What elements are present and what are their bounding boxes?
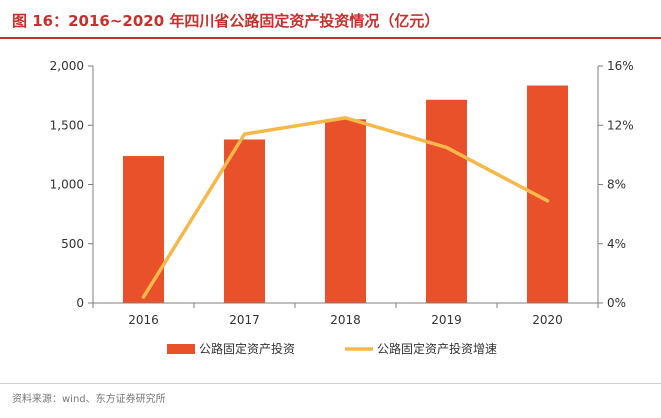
title-bar: 图 16：2016~2020 年四川省公路固定资产投资情况（亿元） <box>0 0 661 39</box>
growth-point-2017 <box>244 133 245 135</box>
y-right-tick-label: 0% <box>607 296 626 310</box>
y-left-tick-label: 1,000 <box>50 178 84 192</box>
legend-bar-label: 公路固定资产投资 <box>199 341 295 356</box>
growth-point-2018 <box>345 117 346 119</box>
x-tick-label: 2020 <box>532 313 563 327</box>
legend-line-label: 公路固定资产投资增速 <box>377 341 497 356</box>
axes: 0 500 1,000 1,500 2,000 0% 4% 8% 12% 16% 2016 2017 2… <box>50 59 634 327</box>
y-right-tick-label: 16% <box>607 59 634 73</box>
bar-series <box>123 85 568 304</box>
y-left-tick-label: 0 <box>76 296 84 310</box>
y-left-tick-label: 1,500 <box>50 118 84 132</box>
bar-2018 <box>325 119 366 303</box>
line-series <box>141 116 550 299</box>
chart-title: 图 16：2016~2020 年四川省公路固定资产投资情况（亿元） <box>12 12 440 30</box>
growth-point-2020 <box>547 200 548 202</box>
growth-point-2019 <box>446 146 447 148</box>
y-left-tick-label: 500 <box>61 237 84 251</box>
growth-point-2016 <box>143 296 144 298</box>
y-left-tick-label: 2,000 <box>50 59 84 73</box>
x-tick-label: 2018 <box>330 313 361 327</box>
bar-2019 <box>426 99 467 304</box>
legend: 公路固定资产投资 公路固定资产投资增速 <box>167 341 497 356</box>
bar-2017 <box>224 139 265 303</box>
source-note: 资料来源：wind、东方证券研究所 <box>12 394 166 405</box>
x-tick-label: 2016 <box>128 313 159 327</box>
y-right-tick-label: 4% <box>607 237 626 251</box>
x-tick-label: 2019 <box>431 313 462 327</box>
bar-2016 <box>123 156 164 303</box>
legend-bar-swatch <box>167 344 195 354</box>
y-right-tick-label: 12% <box>607 118 634 132</box>
source-rule <box>0 383 661 384</box>
x-tick-label: 2017 <box>229 313 260 327</box>
y-right-tick-label: 8% <box>607 178 626 192</box>
title-rule <box>0 37 661 39</box>
